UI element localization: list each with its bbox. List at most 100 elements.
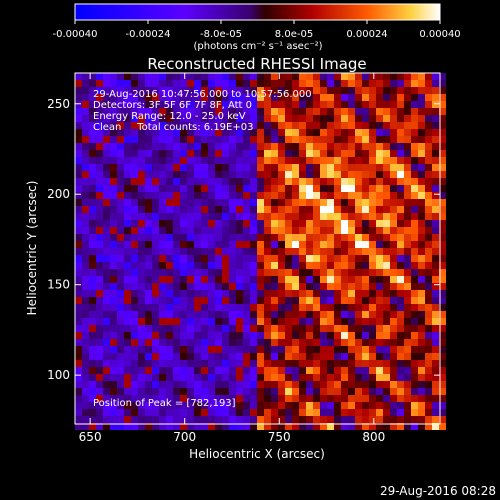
heatmap-cell <box>222 185 229 192</box>
heatmap-cell <box>425 283 432 290</box>
heatmap-cell <box>320 304 327 311</box>
heatmap-cell <box>264 339 271 346</box>
heatmap-cell <box>166 87 173 94</box>
heatmap-cell <box>404 325 411 332</box>
heatmap-cell <box>369 115 376 122</box>
heatmap-cell <box>306 73 313 80</box>
heatmap-cell <box>411 374 418 381</box>
heatmap-cell <box>180 157 187 164</box>
heatmap-cell <box>285 332 292 339</box>
heatmap-cell <box>362 192 369 199</box>
heatmap-cell <box>327 185 334 192</box>
heatmap-cell <box>208 367 215 374</box>
heatmap-cell <box>292 262 299 269</box>
heatmap-cell <box>103 157 110 164</box>
heatmap-cell <box>306 192 313 199</box>
heatmap-cell <box>383 171 390 178</box>
heatmap-cell <box>313 297 320 304</box>
heatmap-cell <box>187 325 194 332</box>
heatmap-cell <box>362 206 369 213</box>
heatmap-cell <box>432 164 439 171</box>
heatmap-cell <box>271 171 278 178</box>
heatmap-cell <box>103 129 110 136</box>
heatmap-cell <box>348 206 355 213</box>
heatmap-cell <box>313 325 320 332</box>
heatmap-cell <box>327 213 334 220</box>
heatmap-cell <box>432 346 439 353</box>
heatmap-cell <box>124 290 131 297</box>
heatmap-cell <box>138 94 145 101</box>
heatmap-cell <box>229 353 236 360</box>
heatmap-cell <box>82 178 89 185</box>
heatmap-cell <box>432 213 439 220</box>
heatmap-cell <box>159 122 166 129</box>
heatmap-cell <box>404 234 411 241</box>
heatmap-cell <box>306 143 313 150</box>
heatmap-cell <box>124 332 131 339</box>
heatmap-cell <box>383 416 390 423</box>
heatmap-cell <box>355 129 362 136</box>
heatmap-cell <box>278 248 285 255</box>
heatmap-cell <box>418 178 425 185</box>
heatmap-cell <box>96 325 103 332</box>
heatmap-cell <box>418 346 425 353</box>
heatmap-cell <box>82 129 89 136</box>
heatmap-cell <box>89 423 96 430</box>
heatmap-cell <box>355 395 362 402</box>
heatmap-cell <box>313 101 320 108</box>
heatmap-cell <box>110 360 117 367</box>
heatmap-cell <box>362 185 369 192</box>
heatmap-cell <box>383 311 390 318</box>
heatmap-cell <box>306 332 313 339</box>
heatmap-cell <box>152 339 159 346</box>
heatmap-cell <box>110 115 117 122</box>
heatmap-cell <box>341 353 348 360</box>
heatmap-cell <box>145 199 152 206</box>
heatmap-cell <box>348 283 355 290</box>
heatmap-cell <box>124 423 131 430</box>
heatmap-cell <box>145 227 152 234</box>
heatmap-cell <box>397 206 404 213</box>
heatmap-cell <box>215 80 222 87</box>
heatmap-cell <box>327 311 334 318</box>
heatmap-cell <box>166 416 173 423</box>
heatmap-cell <box>194 206 201 213</box>
heatmap-cell <box>348 94 355 101</box>
heatmap-cell <box>243 311 250 318</box>
heatmap-cell <box>264 192 271 199</box>
heatmap-cell <box>124 213 131 220</box>
heatmap-cell <box>397 290 404 297</box>
heatmap-cell <box>117 213 124 220</box>
heatmap-cell <box>271 234 278 241</box>
heatmap-cell <box>411 262 418 269</box>
heatmap-cell <box>390 360 397 367</box>
heatmap-cell <box>117 115 124 122</box>
heatmap-cell <box>334 311 341 318</box>
heatmap-cell <box>75 269 82 276</box>
heatmap-cell <box>229 213 236 220</box>
heatmap-cell <box>278 409 285 416</box>
heatmap-cell <box>257 255 264 262</box>
heatmap-cell <box>313 80 320 87</box>
heatmap-cell <box>383 101 390 108</box>
heatmap-cell <box>341 416 348 423</box>
heatmap-cell <box>152 248 159 255</box>
heatmap-cell <box>313 206 320 213</box>
heatmap-cell <box>404 101 411 108</box>
heatmap-cell <box>138 346 145 353</box>
heatmap-cell <box>390 227 397 234</box>
heatmap-cell <box>306 178 313 185</box>
heatmap-cell <box>369 94 376 101</box>
heatmap-cell <box>250 178 257 185</box>
heatmap-cell <box>376 199 383 206</box>
heatmap-cell <box>376 87 383 94</box>
heatmap-cell <box>145 115 152 122</box>
heatmap-cell <box>257 234 264 241</box>
heatmap-cell <box>187 234 194 241</box>
heatmap-cell <box>82 73 89 80</box>
heatmap-cell <box>278 94 285 101</box>
heatmap-cell <box>257 374 264 381</box>
heatmap-cell <box>215 192 222 199</box>
heatmap-cell <box>362 80 369 87</box>
heatmap-cell <box>159 423 166 430</box>
